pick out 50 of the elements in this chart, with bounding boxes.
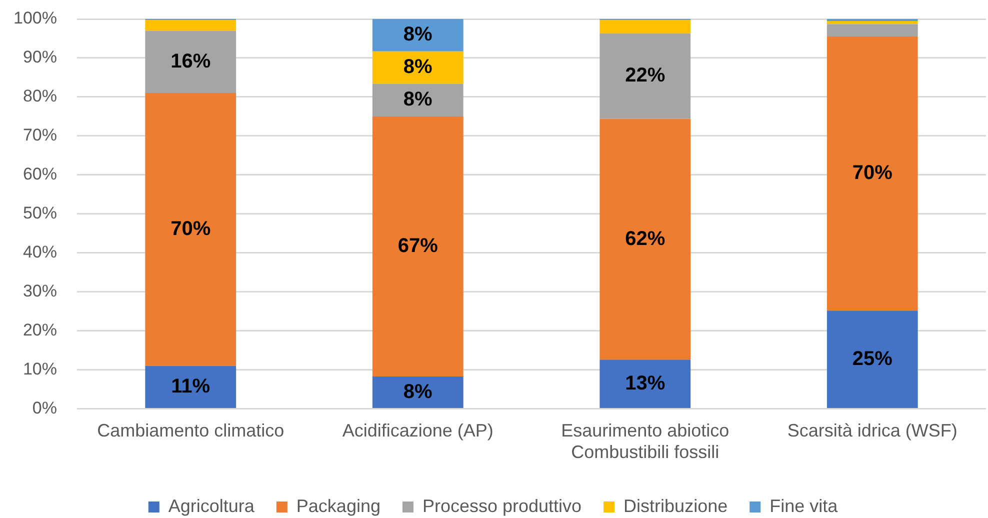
bar [145,30,236,94]
y-tick-label: 50% [22,204,57,223]
y-tick-label: 100% [14,8,57,28]
x-tick-label: Acidificazione (AP) [342,420,494,441]
bar [826,36,918,311]
legend-label: Processo produttivo [422,496,582,516]
legend-label: Fine vita [770,496,839,516]
data-label: 67% [398,234,438,257]
y-tick-label: 30% [22,282,57,301]
y-tick-label: 80% [22,86,57,106]
x-tick-label: Cambiamento climatico [97,420,284,441]
bar [600,33,691,119]
legend-label: Distribuzione [624,496,728,516]
data-label: 70% [170,218,211,240]
y-tick-label: 20% [22,320,57,340]
data-label: 16% [170,50,211,72]
y-tick-label: 0% [32,398,57,418]
y-tick-label: 70% [22,126,57,145]
y-tick-label: 10% [22,360,57,379]
legend-label: Packaging [296,496,380,516]
bar [372,51,464,84]
bar [372,84,464,116]
bar [145,20,236,31]
bar [600,118,691,360]
bar [826,20,918,24]
bar [372,116,464,376]
data-label: 22% [625,64,666,87]
bar [826,24,918,37]
data-label: 8% [403,380,433,403]
data-label: 8% [403,24,433,46]
bar [145,366,236,408]
bar [372,376,464,408]
bar [600,360,691,408]
data-label: 62% [625,228,666,250]
y-tick-label: 40% [22,242,57,262]
bar [372,19,464,52]
data-label: 70% [852,162,893,184]
data-label: 8% [403,88,433,111]
x-tick-label: Esaurimento abiotico Combustibili fossili [561,420,730,462]
legend-label: Agricoltura [168,496,256,516]
data-label: 8% [403,56,433,78]
data-label: 13% [625,372,666,394]
bar [145,93,236,366]
y-tick-label: 60% [22,164,57,184]
y-tick-label: 90% [22,48,57,67]
bar [600,20,691,34]
x-tick-label: Scarsità idrica (WSF) [787,420,958,441]
bar [826,310,918,408]
data-label: 11% [171,376,210,398]
data-label: 25% [852,348,893,370]
